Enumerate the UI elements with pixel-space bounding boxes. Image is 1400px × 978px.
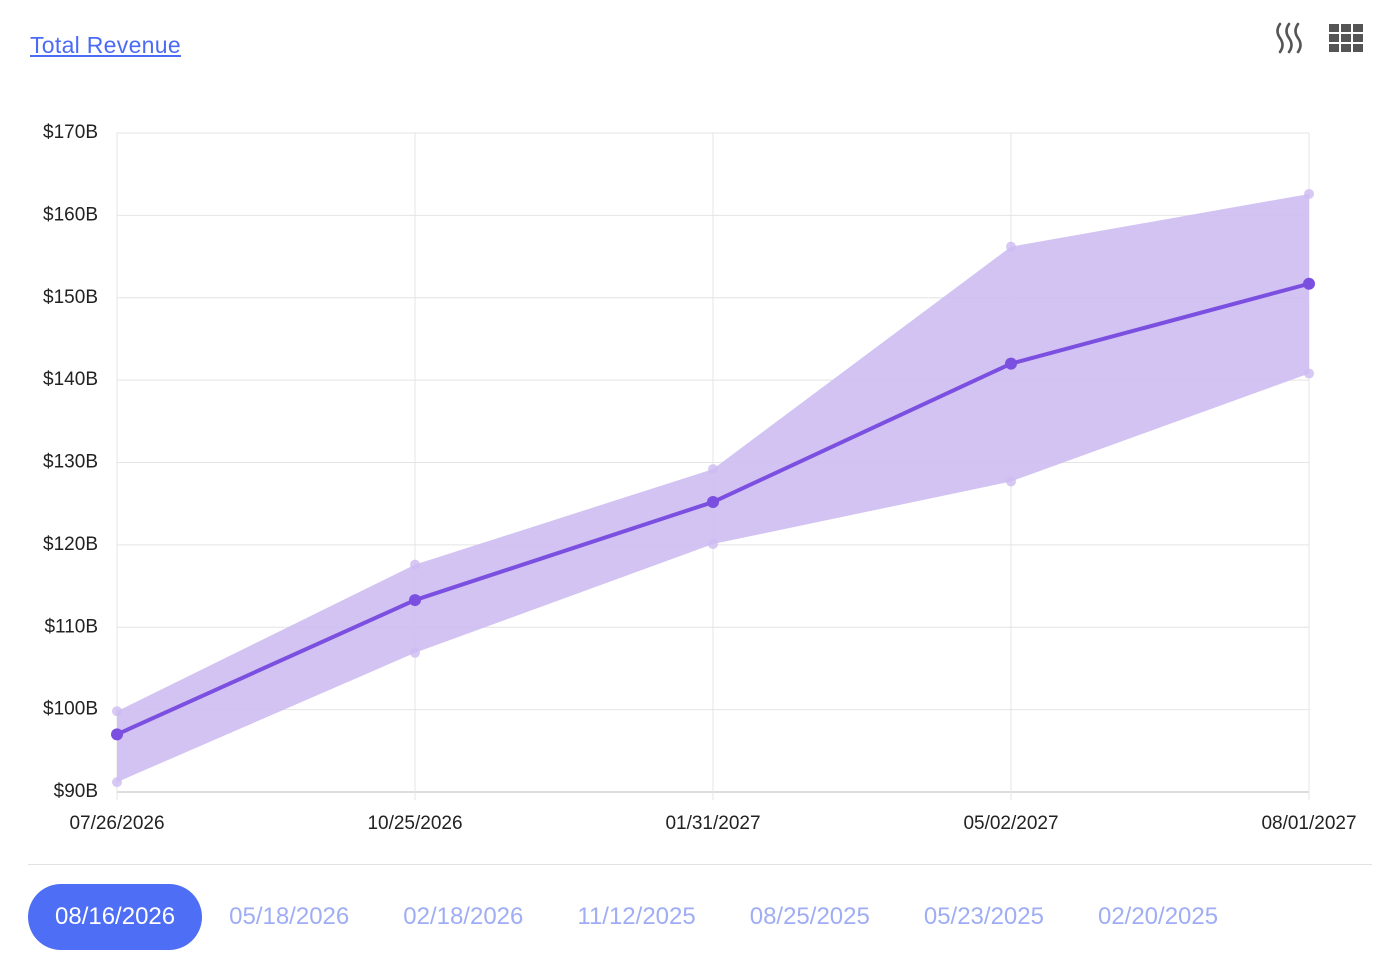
y-tick-label: $130B <box>43 452 98 473</box>
band-point <box>1304 188 1314 199</box>
band-point <box>708 539 718 550</box>
chart-title[interactable]: Total Revenue <box>30 32 181 58</box>
date-tab[interactable]: 05/23/2025 <box>923 903 1044 930</box>
band-point <box>410 559 420 570</box>
band-point <box>1006 241 1016 252</box>
y-tick-label: $170B <box>43 122 98 143</box>
chart: $90B $100B $110B $120B $130B $140B $150B $160B $… <box>43 122 1357 834</box>
series-point <box>707 496 719 509</box>
y-tick-label: $110B <box>44 616 98 637</box>
date-tab[interactable]: 02/18/2026 <box>403 903 524 930</box>
x-tick-label: 10/25/2026 <box>367 813 462 834</box>
grid-icon[interactable] <box>1329 24 1363 52</box>
band-point <box>708 464 718 475</box>
series-point <box>1005 357 1017 370</box>
series-point <box>1303 277 1315 290</box>
band-point <box>1006 476 1016 487</box>
x-tick-label: 01/31/2027 <box>665 813 760 834</box>
band-point <box>112 706 122 717</box>
y-tick-label: $160B <box>43 204 98 225</box>
series-point <box>409 594 421 607</box>
x-tick-label: 07/26/2026 <box>69 813 164 834</box>
date-tabs: 08/16/2026 05/18/2026 02/18/2026 11/12/2025… <box>28 884 1245 950</box>
date-tab[interactable]: 08/16/2026 <box>28 884 203 950</box>
band-point <box>112 777 122 788</box>
y-tick-label: $120B <box>43 534 98 555</box>
band-point <box>410 647 420 658</box>
y-tick-label: $90B <box>54 781 98 802</box>
y-tick-label: $140B <box>43 369 98 390</box>
y-tick-label: $150B <box>43 287 98 308</box>
date-tab[interactable]: 08/25/2025 <box>749 903 870 930</box>
y-tick-label: $100B <box>43 699 98 720</box>
x-tick-label: 08/01/2027 <box>1261 813 1356 834</box>
chart-style-icon[interactable] <box>1276 22 1302 54</box>
toolbar-icons <box>1276 22 1363 54</box>
date-tab[interactable]: 02/20/2025 <box>1097 903 1219 930</box>
confidence-band <box>117 193 1309 783</box>
divider <box>28 864 1372 865</box>
band-point <box>1304 368 1314 379</box>
date-tab[interactable]: 11/12/2025 <box>577 903 696 930</box>
x-tick-label: 05/02/2027 <box>963 813 1058 834</box>
date-tab[interactable]: 05/18/2026 <box>229 903 350 930</box>
series-point <box>111 728 123 741</box>
